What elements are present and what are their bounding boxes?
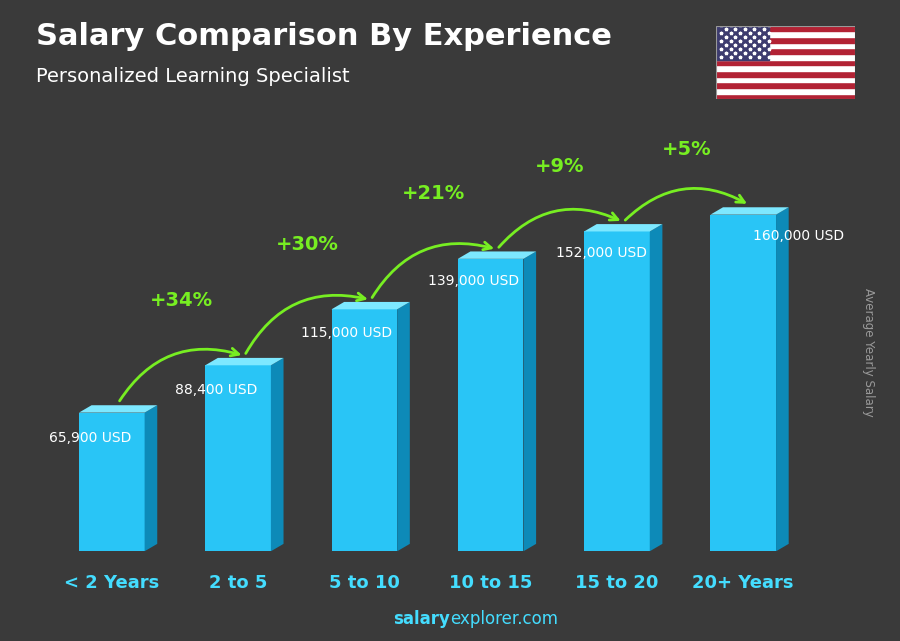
Bar [716,88,855,94]
Text: 139,000 USD: 139,000 USD [428,274,518,288]
Bar [716,43,855,48]
Text: 152,000 USD: 152,000 USD [556,246,647,260]
Text: Salary Comparison By Experience: Salary Comparison By Experience [36,22,612,51]
Text: < 2 Years: < 2 Years [64,574,159,592]
Bar [716,71,855,77]
Polygon shape [650,224,662,551]
Text: 15 to 20: 15 to 20 [575,574,659,592]
Text: 10 to 15: 10 to 15 [449,574,532,592]
Polygon shape [331,302,410,310]
Bar [716,77,855,82]
Bar [716,82,855,88]
Bar [716,65,855,71]
Bar [716,26,770,60]
Text: explorer.com: explorer.com [450,610,558,628]
Text: 20+ Years: 20+ Years [692,574,794,592]
Polygon shape [79,405,158,413]
Text: +9%: +9% [536,157,585,176]
Text: 88,400 USD: 88,400 USD [175,383,257,397]
Polygon shape [205,358,284,365]
Bar [716,60,855,65]
Bar [716,94,855,99]
Bar [716,54,855,60]
Bar [716,48,855,54]
Bar [716,31,855,37]
Text: 160,000 USD: 160,000 USD [753,229,844,244]
Bar [716,26,855,31]
Polygon shape [79,413,145,551]
Polygon shape [331,310,397,551]
Text: +30%: +30% [276,235,339,254]
Polygon shape [710,215,776,551]
Polygon shape [710,207,788,215]
Text: +21%: +21% [402,185,465,203]
Bar [716,37,855,43]
Text: Personalized Learning Specialist: Personalized Learning Specialist [36,67,349,87]
Polygon shape [271,358,284,551]
Polygon shape [397,302,410,551]
Polygon shape [205,365,271,551]
Polygon shape [584,231,650,551]
Text: 65,900 USD: 65,900 USD [49,431,131,445]
Text: salary: salary [393,610,450,628]
Polygon shape [776,207,788,551]
Text: 115,000 USD: 115,000 USD [302,326,392,340]
Polygon shape [458,259,524,551]
Polygon shape [524,251,536,551]
Polygon shape [584,224,662,231]
Text: Average Yearly Salary: Average Yearly Salary [862,288,875,417]
Text: +34%: +34% [149,291,212,310]
Text: +5%: +5% [662,140,711,159]
Text: 2 to 5: 2 to 5 [209,574,267,592]
Polygon shape [145,405,158,551]
Polygon shape [458,251,536,259]
Text: 5 to 10: 5 to 10 [328,574,400,592]
